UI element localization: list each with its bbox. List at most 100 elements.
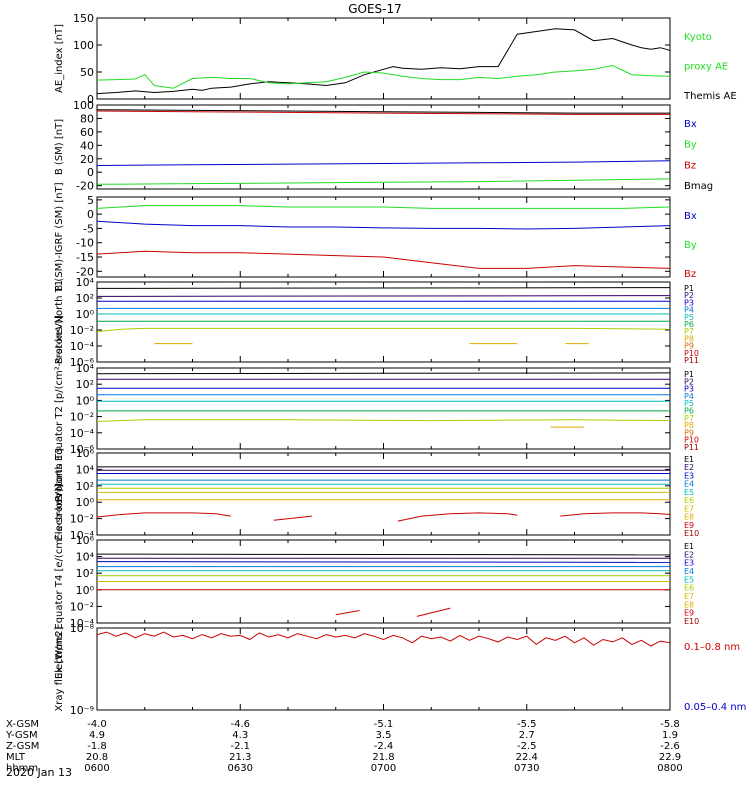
legend-label: Bz <box>684 160 696 171</box>
panel-frame <box>96 281 671 363</box>
legend-label: P4 <box>684 392 694 401</box>
series-line <box>97 160 670 166</box>
x-axis-value: -2.6 <box>660 741 680 752</box>
y-tick-label: 10² <box>76 480 94 493</box>
x-axis-row-label: Y-GSM <box>5 730 38 741</box>
y-tick-label: 0 <box>87 93 94 106</box>
panel-frame <box>96 17 671 100</box>
legend-label: E7 <box>684 592 694 601</box>
legend-label: E9 <box>684 609 694 618</box>
series-line <box>97 178 670 185</box>
legend-label: E10 <box>684 529 699 538</box>
panel-frame <box>96 196 671 278</box>
series-line <box>97 110 670 115</box>
legend-label: By <box>684 240 697 251</box>
x-axis-row-label: hhmm <box>6 763 38 774</box>
legend-label: P1 <box>684 370 694 379</box>
series-line <box>97 553 670 556</box>
y-tick-label: -20 <box>76 265 94 278</box>
legend-label: Kyoto <box>684 32 712 43</box>
x-axis-value: 2.7 <box>519 730 535 741</box>
y-tick-label: 10⁶ <box>76 534 95 547</box>
y-tick-label: 10⁴ <box>76 276 95 289</box>
x-axis-value: 0630 <box>228 763 253 774</box>
panel-frame <box>96 367 671 450</box>
series-line <box>97 205 670 209</box>
y-axis-label: B (SM) [nT] <box>54 119 65 175</box>
x-axis-value: 1.9 <box>662 730 678 741</box>
legend-label: P2 <box>684 291 694 300</box>
series-line <box>97 287 670 289</box>
x-axis-value: 21.3 <box>229 752 251 763</box>
series-line <box>397 512 518 522</box>
y-tick-label: 100 <box>73 39 94 52</box>
x-axis-value: 0600 <box>84 763 109 774</box>
y-tick-label: 10⁻⁸ <box>70 622 95 635</box>
y-tick-label: 10⁻² <box>70 513 94 526</box>
legend-label: P9 <box>684 428 694 437</box>
x-axis-value: 0700 <box>371 763 396 774</box>
y-tick-label: 40 <box>80 139 94 152</box>
y-tick-label: 10⁴ <box>76 551 95 564</box>
x-axis-value: -5.8 <box>660 719 680 730</box>
series-line <box>97 295 670 297</box>
x-axis-value: -1.8 <box>87 741 107 752</box>
x-axis-value: 21.8 <box>372 752 394 763</box>
x-axis-value: 0730 <box>514 763 539 774</box>
panel-8: 10⁻⁸ 10⁻⁹ Xray flux [W/m2] 0.1–0.8 nm 0.05–0… <box>54 622 746 717</box>
y-tick-label: 10² <box>76 378 94 391</box>
legend-label: Bx <box>684 119 697 130</box>
x-axis-value: -5.5 <box>517 719 537 730</box>
legend-label: P5 <box>684 399 694 408</box>
series-line <box>97 419 670 422</box>
legend-label: E5 <box>684 575 694 584</box>
y-tick-label: 10⁻⁶ <box>70 356 95 369</box>
y-axis-label: Xray flux [W/m2] <box>54 626 65 711</box>
series-line <box>97 250 670 269</box>
date-label: 2020 Jan 13 <box>6 766 72 779</box>
y-tick-label: 10⁻⁶ <box>70 443 95 456</box>
y-tick-label: 10⁰ <box>76 308 95 321</box>
y-axis-label: Protons Equator T2 [p/(cm²-s-sr-keV)] <box>54 315 65 502</box>
series-line <box>97 28 670 95</box>
x-axis-row-label: MLT <box>6 752 26 763</box>
legend-label: P11 <box>684 356 699 365</box>
panel-frame <box>96 627 671 711</box>
y-tick-label: 50 <box>80 66 94 79</box>
legend-label: E3 <box>684 471 694 480</box>
legend-label: P10 <box>684 436 699 445</box>
legend-label: E6 <box>684 496 694 505</box>
series-line <box>416 607 451 617</box>
y-tick-label: 10² <box>76 292 94 305</box>
x-axis-value: -2.4 <box>374 741 394 752</box>
y-tick-label: 10⁻⁹ <box>70 704 94 717</box>
y-tick-label: 10⁻² <box>70 324 94 337</box>
x-axis-value: 3.5 <box>376 730 392 741</box>
y-tick-label: -15 <box>76 251 94 264</box>
panel-7: 10⁻⁴ 10⁻² 10⁰ 10² 10⁴ 10⁶ Electrons Equator T4… <box>54 484 699 679</box>
y-tick-label: 10⁰ <box>76 584 95 597</box>
y-tick-label: 10⁶ <box>76 447 95 460</box>
legend-label: E8 <box>684 513 694 522</box>
y-tick-label: 0 <box>87 166 94 179</box>
y-tick-label: 100 <box>73 99 94 112</box>
y-tick-label: 60 <box>80 126 94 139</box>
series-line <box>97 631 670 647</box>
series-line <box>97 109 670 114</box>
x-axis-value: -2.1 <box>230 741 250 752</box>
panel-1: 0 50 100 150 AE_index [nT] Kyoto proxy AE Themi… <box>54 12 737 106</box>
y-tick-label: -20 <box>76 180 94 193</box>
y-tick-label: 10⁴ <box>76 463 95 476</box>
y-tick-label: 10⁰ <box>76 394 95 407</box>
legend-label: 0.05–0.4 nm <box>684 702 746 713</box>
legend-label: P3 <box>684 298 694 307</box>
series-line <box>97 327 670 333</box>
legend-label: P8 <box>684 334 694 343</box>
legend-label: P7 <box>684 414 694 423</box>
y-tick-label: 10⁴ <box>76 362 95 375</box>
legend-label: P9 <box>684 342 694 351</box>
y-axis-label: AE_index [nT] <box>54 24 65 93</box>
